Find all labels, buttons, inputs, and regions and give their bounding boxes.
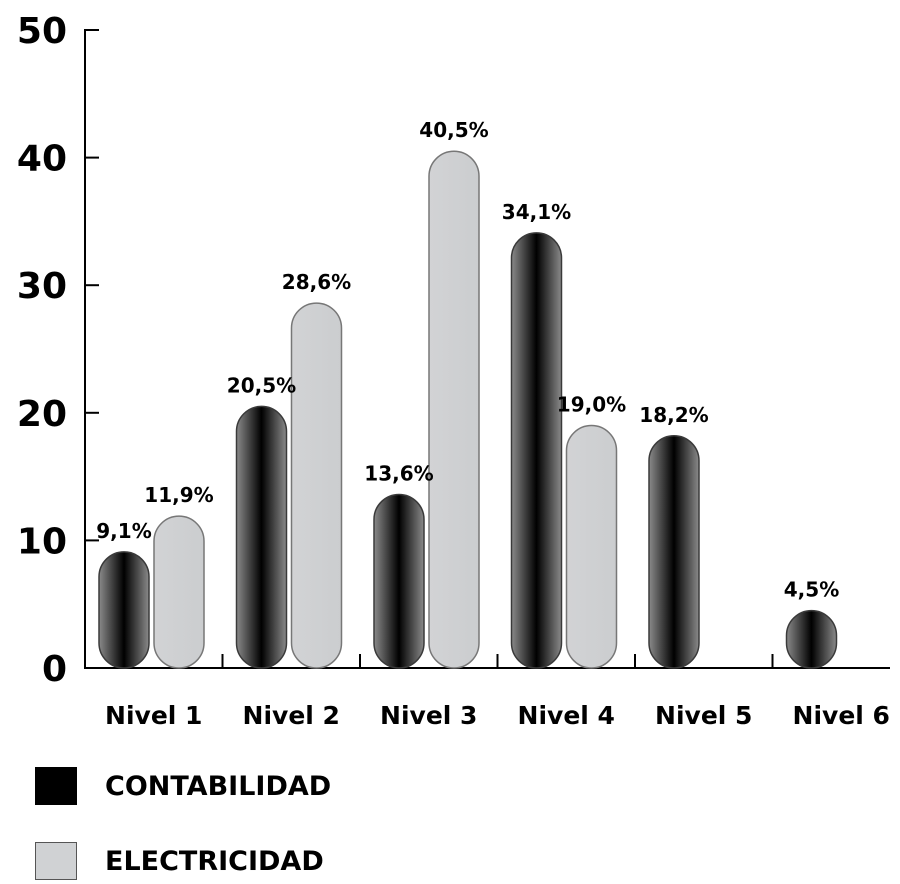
y-tick-label: 50 (17, 11, 67, 52)
data-label: 11,9% (144, 483, 213, 507)
y-tick-label: 20 (17, 394, 67, 435)
bar-contabilidad-2 (235, 405, 288, 669)
bar-electricidad-2 (290, 302, 343, 669)
legend-swatch-electricidad (35, 842, 77, 880)
data-label: 9,1% (96, 519, 151, 543)
data-label: 18,2% (639, 403, 708, 427)
x-tick-label: Nivel 6 (793, 701, 890, 730)
data-label: 28,6% (282, 270, 351, 294)
x-tick-label: Nivel 1 (105, 701, 202, 730)
data-label: 20,5% (227, 373, 296, 397)
data-label: 13,6% (364, 461, 433, 485)
bar-contabilidad-3 (373, 493, 425, 669)
y-tick-label: 0 (42, 649, 67, 690)
y-axis: 0 10 20 30 40 50 (17, 11, 99, 690)
legend-label-contabilidad: CONTABILIDAD (105, 770, 332, 802)
data-label: 19,0% (557, 393, 626, 417)
y-tick-label: 40 (17, 139, 67, 180)
bars (98, 150, 838, 669)
data-label: 4,5% (784, 578, 839, 602)
bar-contabilidad-5 (648, 435, 700, 669)
legend-item-electricidad: ELECTRICIDAD (35, 842, 324, 880)
data-labels: 9,1% 20,5% 13,6% 34,1% 18,2% 4,5% 11,9% 28,6% 40… (96, 118, 839, 601)
data-label: 34,1% (502, 200, 571, 224)
bar-contabilidad-1 (98, 551, 150, 669)
bar-electricidad-3 (428, 150, 480, 669)
data-label: 40,5% (419, 118, 488, 142)
x-axis: Nivel 1 Nivel 2 Nivel 3 Nivel 4 Nivel 5 Nivel… (85, 654, 890, 730)
bar-electricidad-1 (153, 515, 205, 669)
y-tick-label: 30 (17, 266, 67, 307)
bar-contabilidad-4 (510, 232, 563, 669)
y-tick-label: 10 (17, 521, 67, 562)
bar-electricidad-4 (565, 424, 618, 669)
legend-item-contabilidad: CONTABILIDAD (35, 767, 331, 805)
x-tick-label: Nivel 5 (655, 701, 752, 730)
bar-contabilidad-6 (785, 609, 838, 669)
legend-label-electricidad: ELECTRICIDAD (105, 845, 324, 877)
x-tick-label: Nivel 3 (380, 701, 477, 730)
bar-chart: 0 10 20 30 40 50 Nivel 1 Nivel 2 Nivel 3 Nivel 4… (17, 11, 890, 730)
x-tick-label: Nivel 2 (243, 701, 340, 730)
x-tick-label: Nivel 4 (518, 701, 615, 730)
legend-swatch-contabilidad (35, 767, 77, 805)
